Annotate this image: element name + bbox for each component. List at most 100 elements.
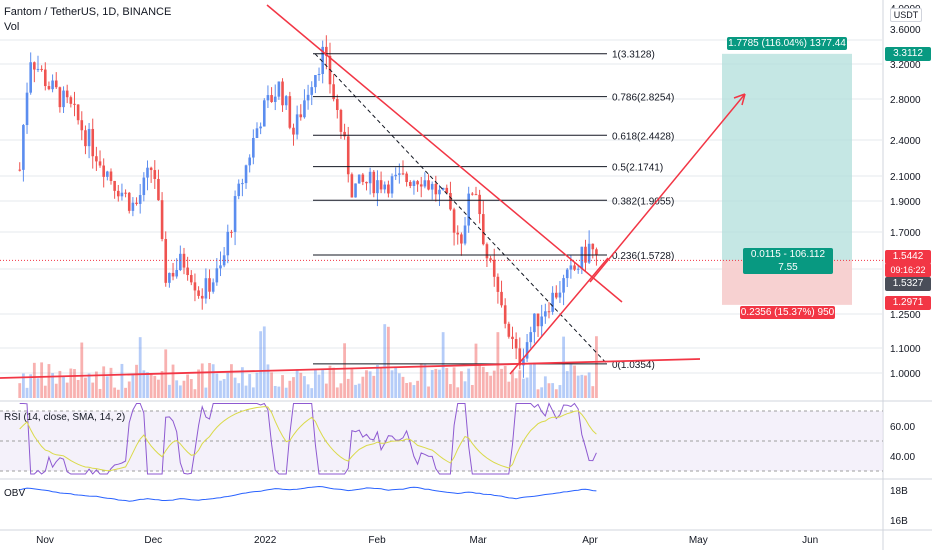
fib-level-label: 1(3.3128) [612,50,655,61]
candle-body [230,231,233,233]
candle-body [273,96,277,103]
volume-bar [80,342,84,398]
volume-bar [529,363,533,398]
volume-bar [452,367,456,398]
arrow-head [733,93,746,106]
candle-body [262,100,266,127]
candle-body [113,180,116,191]
volume-bar [270,372,273,398]
volume-bar [514,378,518,398]
currency-label[interactable]: USDT [890,8,922,22]
candle-body [270,95,273,103]
volume-bar [58,370,62,398]
volume-bar [412,385,416,398]
price-tick-label: 2.4000 [890,136,921,147]
volume-bar [328,365,332,398]
volume-bar [226,372,230,398]
candle-body [587,243,591,263]
symbol-title[interactable]: Fantom / TetherUS, 1D, BINANCE [4,6,172,18]
volume-indicator-label[interactable]: Vol [4,21,20,33]
candle-body [529,332,533,343]
candle-body [452,209,456,233]
candle-body [591,243,595,250]
candle-body [29,62,32,93]
candle-body [255,128,259,139]
volume-bar [295,369,299,398]
volume-bar [21,373,25,398]
volume-bar [94,371,98,398]
candle-body [518,348,522,366]
candle-body [514,339,518,349]
volume-bar [47,364,51,398]
volume-bar [449,384,452,398]
volume-bar [244,385,248,398]
entry-label[interactable]: 0.0115 - 106.112 7.55 [743,248,833,274]
candle-body [281,81,284,106]
fib-retracement[interactable]: 1(3.3128) 0.786(2.8254) 0.618(2.4428) 0.5(2… [313,50,674,371]
candle-body [357,174,361,184]
volume-bar [120,363,124,398]
volume-bar [193,389,197,398]
candle-body [51,80,54,90]
candle-body [580,246,584,269]
volume-bar [554,389,558,398]
trendlines[interactable] [0,4,746,379]
volume-bar [233,377,237,398]
volume-bar [467,368,471,398]
candle-body [361,174,365,182]
volume-bar [365,370,368,398]
volume-bar [540,387,544,398]
candle-body [346,136,350,175]
candle-body [25,92,29,126]
candle-body [135,202,138,204]
volume-bar [394,367,398,398]
volume-bar [438,369,441,398]
candle-body [222,255,226,266]
volume-bar [167,384,171,398]
candle-body [390,176,394,194]
candle-body [368,171,372,184]
volume-bar [73,369,76,398]
price-tick-label: 1.7000 [890,228,921,239]
obv-pane: 18B 16B [19,485,908,527]
volume-bar [500,368,503,398]
candle-body [200,295,204,299]
candle-body [259,126,262,129]
entry-label-line2: 7.55 [778,262,798,273]
volume-bar [189,379,193,398]
candle-body [160,200,164,240]
candle-body [489,258,492,260]
rsi-label[interactable]: RSI (14, close, SMA, 14, 2) [4,412,126,423]
candle-body [463,225,467,244]
volume-bar [54,383,58,398]
rsi-pane: 60.00 40.00 [0,402,915,475]
volume-bar [138,337,142,398]
candle-body [558,292,562,298]
candle-body [401,173,405,175]
volume-bar [277,386,281,398]
candle-body [372,171,376,194]
volume-bar [511,370,514,398]
volume-bar [171,364,175,398]
volume-bar [591,386,595,398]
candle-body [419,184,423,187]
volume-bar [507,381,511,398]
candle-body [441,187,445,190]
obv-label[interactable]: OBV [4,488,26,499]
volume-bar [532,362,536,398]
target-label[interactable]: 1.7785 (116.04%) 1377.44 [727,37,847,50]
long-position-tool[interactable] [0,53,883,305]
candlesticks [18,35,598,378]
stop-label[interactable]: 0.2356 (15.37%) 950 [740,306,835,319]
volume-bar [547,383,551,398]
volume-bar [343,343,346,398]
candle-body [522,358,525,366]
volume-bar [321,368,325,398]
volume-bar [91,382,95,398]
candle-body [573,265,576,270]
candle-body [467,193,470,226]
candle-body [54,80,58,88]
candle-body [569,265,573,270]
